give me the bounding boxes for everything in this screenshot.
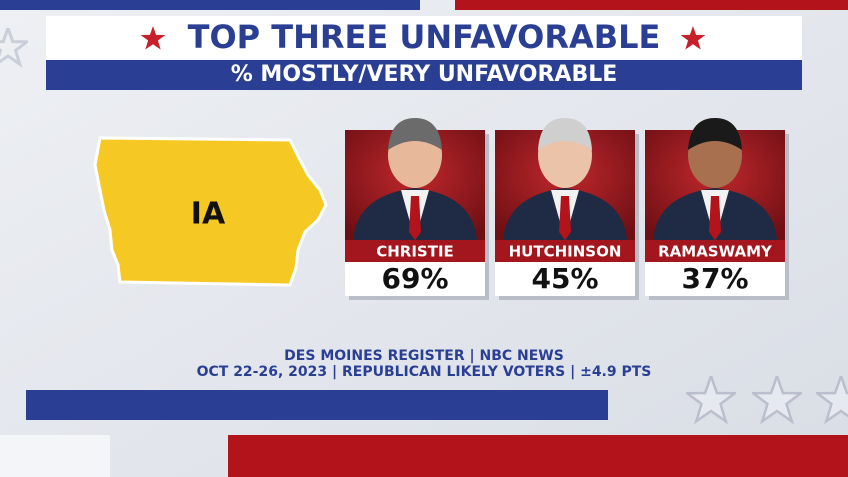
top-band [0, 0, 420, 10]
candidate-name: RAMASWAMY [658, 243, 773, 261]
tie [409, 196, 421, 240]
tie [709, 196, 721, 240]
candidate-name: CHRISTIE [376, 243, 454, 261]
subtitle: % MOSTLY/VERY UNFAVORABLE [231, 62, 618, 87]
bottom-band [228, 435, 848, 477]
value-box [645, 262, 785, 296]
name-bar [345, 240, 485, 262]
bottom-band [26, 390, 608, 420]
subtitle-bar [46, 60, 802, 90]
title-bar [46, 16, 802, 60]
source-line: OCT 22-26, 2023 | REPUBLICAN LIKELY VOTE… [197, 364, 652, 380]
name-bar [645, 240, 785, 262]
candidate-value: 37% [681, 262, 748, 295]
title: TOP THREE UNFAVORABLE [188, 18, 661, 56]
iowa-map [93, 136, 328, 287]
candidate-value: 69% [381, 262, 448, 295]
bottom-band [0, 435, 110, 477]
hair [688, 118, 742, 150]
value-box [495, 262, 635, 296]
name-bar [495, 240, 635, 262]
candidate-value: 45% [531, 262, 598, 295]
hair [388, 118, 442, 150]
map-label: IA [191, 197, 226, 232]
tie [559, 196, 571, 240]
candidate-name: HUTCHINSON [509, 243, 622, 261]
source-line: DES MOINES REGISTER | NBC NEWS [284, 348, 564, 364]
top-band [455, 0, 848, 10]
hair [538, 118, 592, 150]
value-box [345, 262, 485, 296]
